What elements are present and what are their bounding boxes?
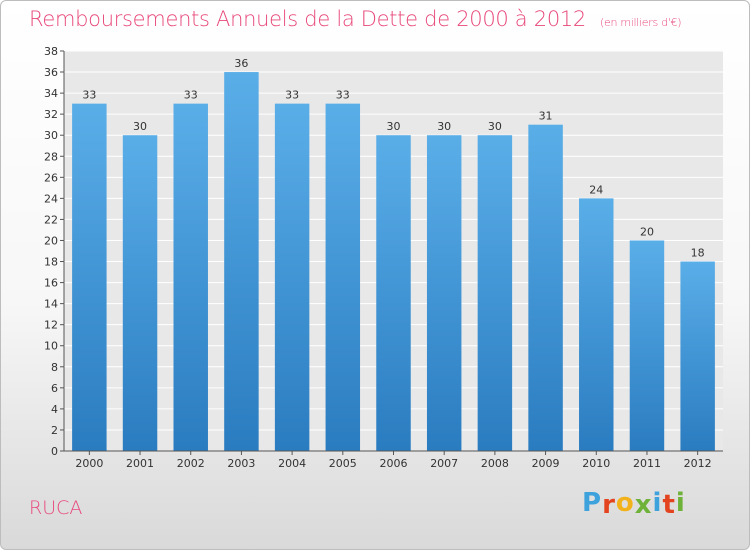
bar-2006 bbox=[376, 135, 411, 452]
x-tick-label-2006: 2006 bbox=[380, 457, 408, 470]
x-tick-label-2011: 2011 bbox=[633, 457, 661, 470]
y-tick-label: 20 bbox=[44, 234, 58, 247]
y-tick-label: 28 bbox=[44, 150, 58, 163]
logo-letter: i bbox=[652, 488, 663, 518]
logo-letter: P bbox=[582, 488, 603, 518]
y-tick-label: 4 bbox=[51, 403, 58, 416]
y-tick-label: 12 bbox=[44, 319, 58, 332]
x-tick-label-2009: 2009 bbox=[532, 457, 560, 470]
data-label-2002: 33 bbox=[184, 89, 198, 102]
bar-2008 bbox=[477, 135, 513, 452]
logo-letter: t bbox=[662, 490, 676, 520]
y-tick-label: 8 bbox=[51, 361, 58, 374]
x-tick-label-2007: 2007 bbox=[430, 457, 458, 470]
x-tick-label-2001: 2001 bbox=[126, 457, 154, 470]
chart-title: Remboursements Annuels de la Dette de 20… bbox=[29, 7, 682, 31]
data-label-2005: 33 bbox=[336, 89, 350, 102]
logo-letter: x bbox=[634, 490, 653, 520]
data-label-2010: 24 bbox=[589, 183, 603, 196]
x-tick-label-2002: 2002 bbox=[177, 457, 205, 470]
x-tick-label-2005: 2005 bbox=[329, 457, 357, 470]
y-tick-label: 24 bbox=[44, 192, 58, 205]
data-label-2000: 33 bbox=[82, 89, 96, 102]
x-tick-label-2000: 2000 bbox=[75, 457, 103, 470]
y-tick-label: 38 bbox=[44, 45, 58, 58]
y-tick-label: 22 bbox=[44, 213, 58, 226]
y-tick-label: 0 bbox=[51, 445, 58, 458]
y-tick-label: 34 bbox=[44, 87, 58, 100]
proxiti-logo[interactable]: Proxiti bbox=[582, 488, 686, 520]
y-tick-label: 2 bbox=[51, 424, 58, 437]
y-tick-label: 10 bbox=[44, 340, 58, 353]
data-label-2012: 18 bbox=[691, 247, 705, 260]
y-tick-label: 32 bbox=[44, 108, 58, 121]
data-label-2004: 33 bbox=[285, 89, 299, 102]
commune-name: RUCA bbox=[29, 497, 83, 519]
y-tick-label: 14 bbox=[44, 298, 58, 311]
bar-2004 bbox=[274, 103, 310, 451]
data-label-2009: 31 bbox=[539, 110, 553, 123]
data-label-2008: 30 bbox=[488, 120, 502, 133]
bar-2007 bbox=[426, 135, 462, 452]
bar-2005 bbox=[325, 103, 361, 451]
y-tick-label: 6 bbox=[51, 382, 58, 395]
y-tick-label: 18 bbox=[44, 256, 58, 269]
x-tick-label-2008: 2008 bbox=[481, 457, 509, 470]
logo-letter: i bbox=[675, 488, 686, 518]
y-tick-label: 26 bbox=[44, 171, 58, 184]
data-label-2001: 30 bbox=[133, 120, 147, 133]
x-tick-label-2012: 2012 bbox=[684, 457, 712, 470]
chart-subtitle: (en milliers d'€) bbox=[600, 16, 682, 29]
bar-2012 bbox=[680, 261, 715, 451]
bar-2010 bbox=[579, 198, 614, 451]
bar-2003 bbox=[224, 72, 259, 451]
bar-2002 bbox=[173, 103, 208, 451]
bars: 33 30 33 36 33 33 30 30 30 31 24 20 18 bbox=[72, 57, 715, 452]
bar-2011 bbox=[629, 240, 665, 451]
data-label-2007: 30 bbox=[437, 120, 451, 133]
y-tick-label: 30 bbox=[44, 129, 58, 142]
x-tick-label-2004: 2004 bbox=[278, 457, 306, 470]
y-tick-label: 16 bbox=[44, 277, 58, 290]
y-tick-label: 36 bbox=[44, 66, 58, 79]
logo-letter: r bbox=[602, 490, 616, 520]
logo-letter: o bbox=[615, 488, 635, 518]
bar-2001 bbox=[122, 135, 158, 452]
bar-2009 bbox=[528, 124, 563, 452]
data-label-2011: 20 bbox=[640, 225, 654, 238]
data-label-2003: 36 bbox=[234, 57, 248, 70]
data-label-2006: 30 bbox=[387, 120, 401, 133]
x-tick-label-2010: 2010 bbox=[582, 457, 610, 470]
x-tick-label-2003: 2003 bbox=[227, 457, 255, 470]
bar-2000 bbox=[72, 103, 107, 451]
